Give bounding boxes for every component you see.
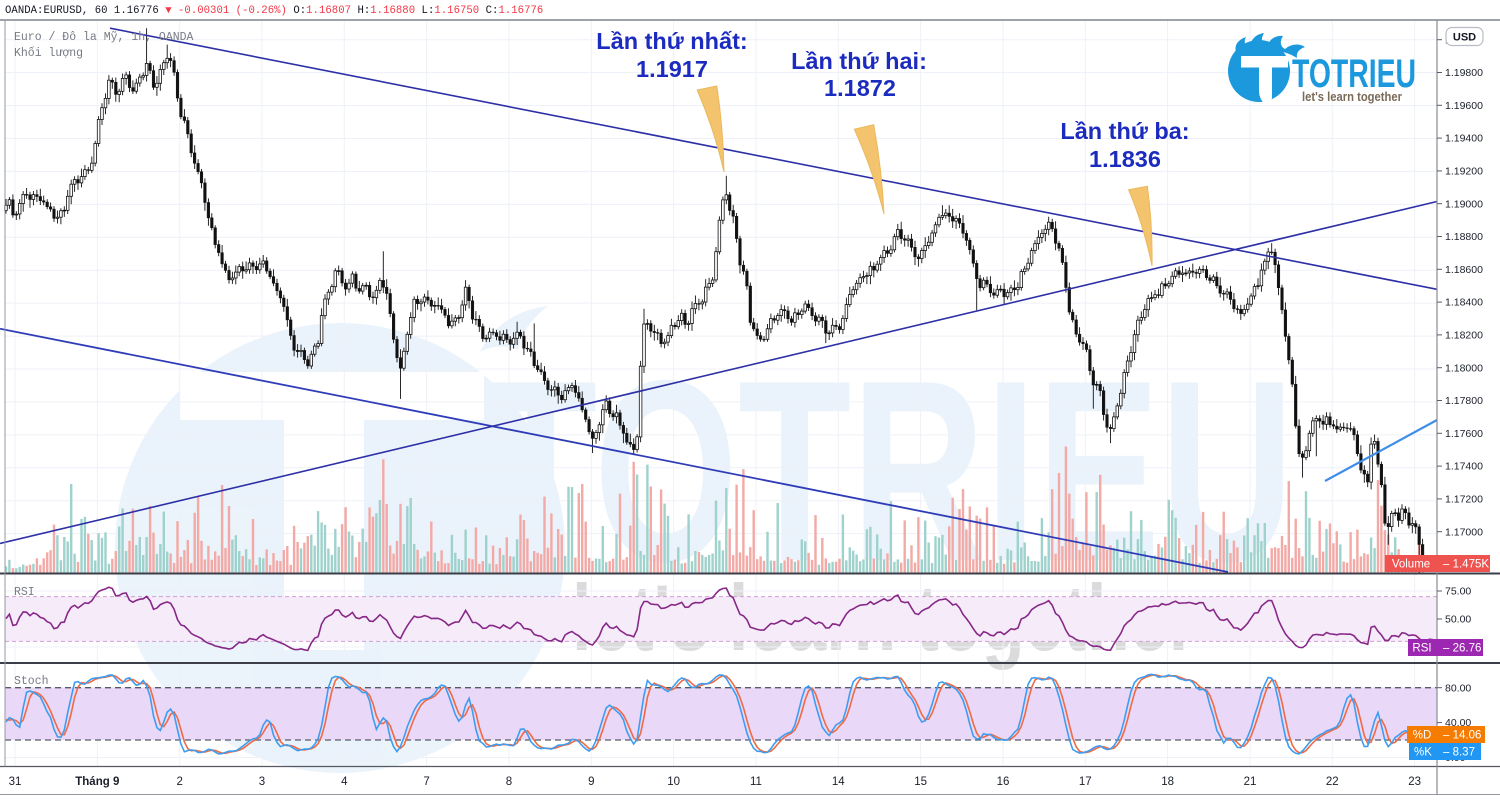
svg-text:Lần thứ nhất:: Lần thứ nhất:: [596, 28, 747, 54]
svg-text:80.00: 80.00: [1445, 682, 1471, 694]
svg-text:1.19200: 1.19200: [1445, 166, 1483, 178]
svg-text:1.1872: 1.1872: [824, 75, 896, 101]
svg-text:1.18800: 1.18800: [1445, 231, 1483, 243]
svg-text:16: 16: [997, 776, 1010, 788]
svg-text:Lần thứ ba:: Lần thứ ba:: [1060, 118, 1189, 144]
svg-text:Euro / Đô la Mỹ, 1h, OANDA: Euro / Đô la Mỹ, 1h, OANDA: [14, 31, 194, 44]
svg-text:14: 14: [832, 776, 845, 788]
svg-text:%D: %D: [1413, 730, 1432, 742]
svg-text:let's learn together: let's learn together: [1302, 90, 1402, 104]
svg-text:Tháng 9: Tháng 9: [75, 776, 119, 788]
svg-text:75.00: 75.00: [1445, 586, 1471, 598]
svg-text:Volume: Volume: [1392, 559, 1430, 571]
svg-text:– 1.475K: – 1.475K: [1443, 559, 1489, 571]
svg-text:1.19600: 1.19600: [1445, 100, 1483, 112]
svg-text:22: 22: [1326, 776, 1339, 788]
svg-text:1.18400: 1.18400: [1445, 297, 1483, 309]
svg-text:1.18200: 1.18200: [1445, 330, 1483, 342]
svg-text:11: 11: [750, 776, 762, 788]
svg-text:1.1836: 1.1836: [1089, 146, 1161, 172]
svg-text:10: 10: [667, 776, 680, 788]
svg-text:TOTRIEU: TOTRIEU: [1292, 52, 1416, 96]
svg-text:1.17000: 1.17000: [1445, 526, 1483, 538]
svg-text:50.00: 50.00: [1445, 614, 1471, 626]
svg-text:1.18600: 1.18600: [1445, 264, 1483, 276]
svg-text:Lần thứ hai:: Lần thứ hai:: [791, 48, 927, 74]
svg-text:2: 2: [176, 776, 182, 788]
svg-text:OANDA:EURUSD, 60 1.16776 ▼ -0.: OANDA:EURUSD, 60 1.16776 ▼ -0.00301 (-0.…: [5, 5, 543, 17]
svg-text:1.19000: 1.19000: [1445, 198, 1483, 210]
svg-text:USD: USD: [1453, 32, 1476, 44]
svg-text:23: 23: [1408, 776, 1421, 788]
svg-text:8: 8: [506, 776, 512, 788]
svg-text:1.1917: 1.1917: [636, 56, 708, 82]
svg-text:21: 21: [1244, 776, 1257, 788]
svg-text:1.17600: 1.17600: [1445, 428, 1483, 440]
svg-text:31: 31: [9, 776, 22, 788]
svg-text:15: 15: [914, 776, 927, 788]
svg-text:1.17800: 1.17800: [1445, 395, 1483, 407]
svg-text:1.17200: 1.17200: [1445, 494, 1483, 506]
svg-text:18: 18: [1161, 776, 1174, 788]
svg-text:1.18000: 1.18000: [1445, 362, 1483, 374]
svg-text:17: 17: [1079, 776, 1092, 788]
svg-text:4: 4: [341, 776, 348, 788]
svg-text:RSI: RSI: [1412, 643, 1431, 655]
svg-text:RSI: RSI: [14, 586, 35, 599]
svg-text:9: 9: [588, 776, 594, 788]
svg-text:– 26.76: – 26.76: [1443, 643, 1481, 655]
svg-text:7: 7: [423, 776, 429, 788]
svg-text:1.19400: 1.19400: [1445, 133, 1483, 145]
svg-text:%K: %K: [1414, 747, 1432, 759]
svg-text:3: 3: [259, 776, 265, 788]
svg-text:1.17400: 1.17400: [1445, 461, 1483, 473]
svg-text:1.19800: 1.19800: [1445, 67, 1483, 79]
svg-text:Khối lượng: Khối lượng: [14, 47, 83, 60]
svg-text:– 8.37: – 8.37: [1443, 747, 1475, 759]
svg-text:– 14.06: – 14.06: [1443, 730, 1481, 742]
svg-text:Stoch: Stoch: [14, 675, 49, 688]
